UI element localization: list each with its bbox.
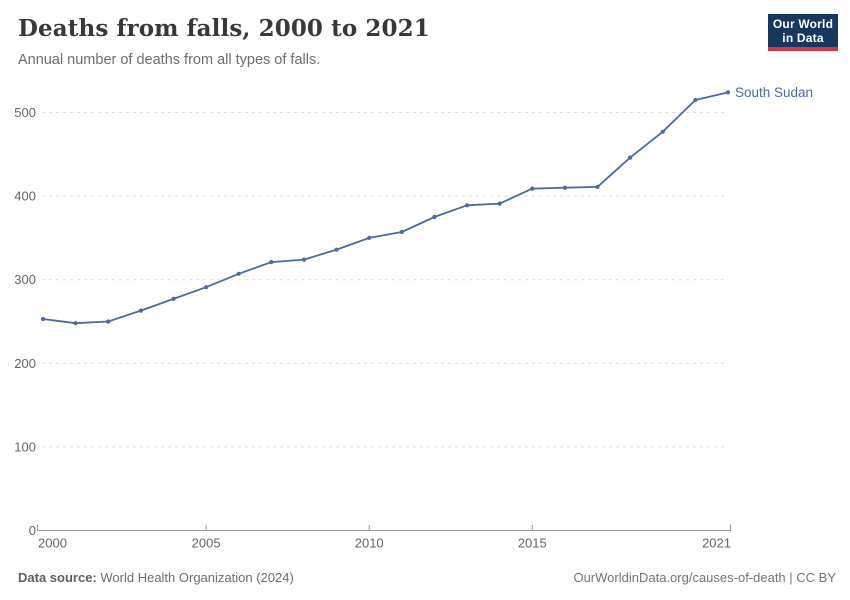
- owid-logo-line2: in Data: [782, 30, 824, 45]
- data-point: [693, 97, 698, 103]
- data-point: [497, 201, 502, 206]
- data-point: [171, 296, 176, 301]
- x-tick-label: 2015: [518, 536, 547, 551]
- data-point: [367, 235, 372, 240]
- data-point: [301, 257, 307, 262]
- data-point: [106, 319, 111, 324]
- data-point: [530, 186, 535, 191]
- plot-area: 0 100 200 300 400 500 2000 2005 2010 2015 2021 Sout…: [0, 70, 850, 562]
- data-point: [432, 214, 437, 220]
- data-source-value: World Health Organization (2024): [100, 570, 294, 585]
- y-tick-label: 300: [14, 272, 36, 287]
- data-point: [464, 203, 470, 208]
- chart-title: Deaths from falls, 2000 to 2021: [18, 15, 430, 42]
- owid-logo[interactable]: Our World in Data: [768, 14, 838, 51]
- x-tick-label: 2010: [355, 536, 384, 551]
- series-line: [42, 91, 729, 325]
- chart-subtitle: Annual number of deaths from all types o…: [18, 52, 321, 68]
- data-point: [562, 185, 568, 190]
- line-chart-svg: 0 100 200 300 400 500 2000 2005 2010 2015 2021 Sout…: [14, 85, 813, 551]
- data-point: [40, 316, 46, 322]
- chart-header: Deaths from falls, 2000 to 2021 Annual n…: [18, 14, 740, 69]
- data-point: [334, 247, 339, 252]
- x-tick-label: 2021: [702, 536, 731, 551]
- data-point: [138, 308, 143, 313]
- license-link[interactable]: OurWorldinData.org/causes-of-death | CC …: [573, 570, 836, 585]
- data-point: [269, 260, 274, 265]
- data-point: [628, 155, 633, 160]
- data-point: [204, 285, 209, 290]
- data-point: [73, 321, 78, 326]
- y-tick-label: 400: [14, 189, 36, 204]
- y-tick-label: 200: [14, 356, 36, 371]
- series-end-label: South Sudan: [735, 85, 813, 100]
- y-tick-label: 100: [14, 439, 36, 454]
- data-source-label: Data source:: [18, 570, 97, 585]
- x-tick-label: 2005: [192, 536, 221, 551]
- y-tick-label: 500: [14, 105, 36, 120]
- owid-logo-line1: Our World: [772, 16, 834, 31]
- data-point: [399, 229, 404, 235]
- data-point: [660, 129, 665, 134]
- data-source: Data source: World Health Organization (…: [18, 570, 294, 585]
- data-point: [236, 271, 241, 276]
- data-point: [725, 90, 731, 95]
- chart-footer: Data source: World Health Organization (…: [18, 570, 836, 585]
- y-tick-label: 0: [29, 523, 36, 538]
- x-tick-label: 2000: [38, 536, 67, 551]
- data-point: [595, 184, 600, 189]
